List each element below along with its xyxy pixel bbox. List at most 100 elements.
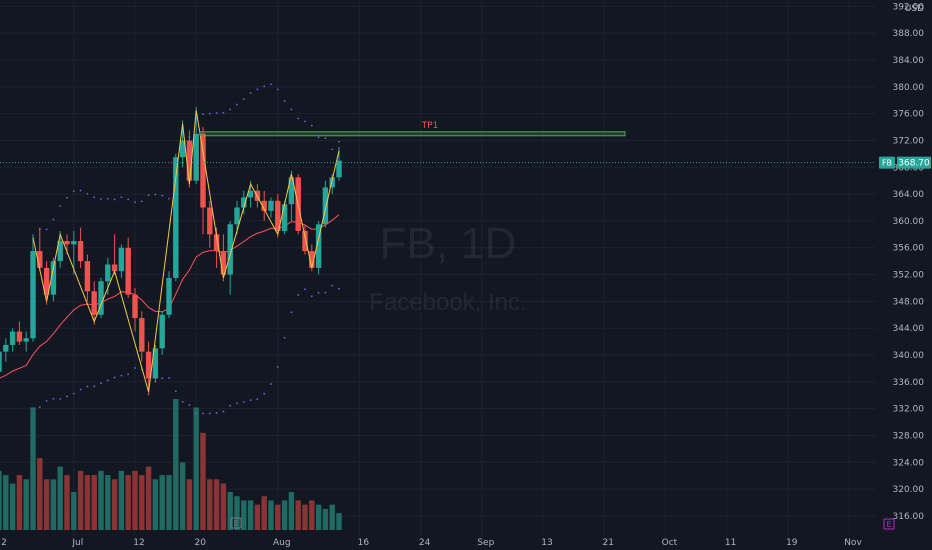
target-rectangle[interactable] (199, 131, 626, 137)
volume-bar (275, 504, 281, 530)
candle-body[interactable] (98, 281, 104, 315)
candle-body[interactable] (309, 251, 315, 268)
candle-body[interactable] (166, 277, 172, 315)
band-dot-upper (113, 198, 116, 201)
candle-body[interactable] (37, 251, 43, 268)
candle-body[interactable] (145, 351, 152, 379)
band-dot-upper (45, 228, 48, 231)
time-tick-label: 24 (419, 538, 431, 548)
candle-body[interactable] (281, 204, 288, 231)
candle-body[interactable] (179, 140, 186, 158)
candle-body[interactable] (261, 200, 267, 211)
volume-bar (241, 500, 247, 530)
candle-body[interactable] (152, 348, 159, 379)
volume-bar (281, 500, 288, 530)
candle-body[interactable] (302, 230, 308, 252)
candle-body[interactable] (132, 294, 138, 319)
band-dot-lower (242, 401, 245, 403)
volume-bar (37, 458, 43, 530)
candle-body[interactable] (322, 187, 329, 225)
band-dot-upper (72, 190, 75, 192)
price-tick-label: 352.00 (893, 271, 925, 281)
band-dot-upper (168, 197, 170, 200)
price-tick-label: 320.00 (893, 485, 925, 495)
candle-body[interactable] (0, 351, 2, 372)
candle-body[interactable] (159, 314, 165, 349)
candle-body[interactable] (193, 133, 199, 181)
zigzag-polyline (32, 110, 340, 393)
candle-body[interactable] (50, 261, 57, 295)
price-tick-label: 316.00 (893, 512, 925, 522)
volume-bar (111, 479, 118, 530)
band-dot-upper (317, 136, 320, 139)
candle-body[interactable] (118, 247, 125, 272)
candle-body[interactable] (16, 331, 23, 342)
price-tick-label: 364.00 (893, 190, 925, 200)
candle-body[interactable] (139, 318, 145, 352)
candle-body[interactable] (125, 247, 131, 295)
volume-bar (302, 504, 308, 530)
price-tick-label: 324.00 (893, 458, 925, 468)
candle-body[interactable] (329, 177, 335, 188)
volume-bar (315, 504, 322, 530)
band-dot-lower (120, 374, 123, 377)
band-dot-lower (331, 284, 334, 287)
target-zone[interactable]: TP1 (199, 121, 626, 137)
time-tick-label: Jul (71, 538, 83, 548)
candle-body[interactable] (213, 234, 220, 252)
band-dot-upper (222, 111, 225, 114)
volume-bar (16, 475, 23, 530)
candle-body[interactable] (288, 177, 295, 205)
price-badge: FB 368.70 (879, 156, 931, 169)
band-dot-upper (310, 124, 313, 127)
candle-body[interactable] (3, 344, 9, 352)
time-tick-label: Oct (662, 538, 678, 548)
watermark-company: Facebook, Inc. (369, 289, 526, 316)
band-dot-upper (120, 196, 123, 199)
volume-bar (118, 470, 125, 530)
band-dot-upper (86, 192, 89, 195)
candle-body[interactable] (77, 241, 84, 262)
volume-bar (91, 475, 97, 530)
price-tick-label: 340.00 (893, 351, 925, 361)
candle-body[interactable] (105, 264, 111, 282)
candle-body[interactable] (23, 338, 29, 342)
candle-body[interactable] (200, 133, 206, 208)
candle-body[interactable] (57, 241, 63, 262)
candle-body[interactable] (207, 207, 213, 235)
candle-body[interactable] (234, 207, 240, 225)
band-dot-lower (93, 385, 96, 388)
candle-body[interactable] (275, 200, 281, 231)
candle-body[interactable] (268, 200, 274, 211)
price-tick-label: 372.00 (893, 136, 925, 146)
candle-body[interactable] (64, 241, 70, 245)
candle-body[interactable] (247, 190, 254, 198)
candle-body[interactable] (220, 251, 227, 275)
volume-bar (152, 479, 159, 530)
candle-body[interactable] (91, 291, 97, 315)
candle-body[interactable] (30, 251, 36, 339)
earnings-marker-nov[interactable]: E (883, 518, 895, 530)
target-label: TP1 (421, 121, 439, 131)
candle-body[interactable] (71, 241, 77, 245)
candle-body[interactable] (84, 261, 91, 292)
time-axis-ticks: 2 Jul 12 20 Aug 16 24 Sep 13 21 Oct 11 19 Nov (1, 538, 862, 548)
candle-body[interactable] (9, 331, 16, 345)
earnings-marker-aug[interactable]: E (230, 517, 242, 529)
currency-label: USD (905, 4, 924, 14)
candle-body[interactable] (336, 160, 342, 178)
candle-body[interactable] (111, 264, 118, 272)
volume-bar (166, 475, 172, 530)
band-dot-lower (113, 376, 116, 379)
candle-body[interactable] (186, 140, 193, 181)
volume-bar (30, 407, 36, 530)
candle-body[interactable] (315, 224, 322, 268)
volume-bar (336, 513, 342, 530)
candle-body[interactable] (173, 157, 179, 278)
band-dot-lower (134, 367, 136, 369)
candle-body[interactable] (227, 224, 233, 275)
price-axis[interactable] (876, 0, 932, 550)
candle-body[interactable] (43, 267, 50, 295)
candle-body[interactable] (241, 197, 247, 208)
